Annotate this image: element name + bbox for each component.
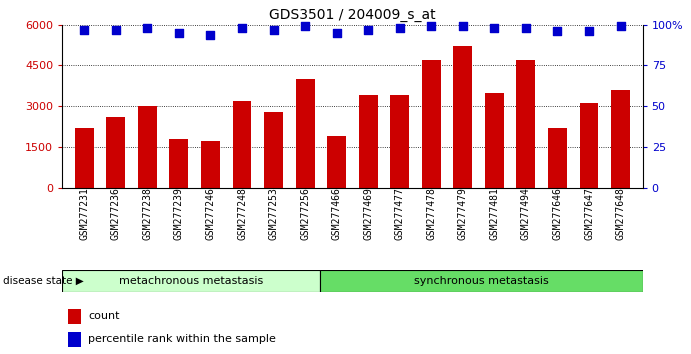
Text: metachronous metastasis: metachronous metastasis <box>119 276 263 286</box>
Text: GSM277481: GSM277481 <box>489 188 500 240</box>
Bar <box>68 309 81 324</box>
Point <box>173 30 184 36</box>
Text: GSM277253: GSM277253 <box>269 188 278 240</box>
Bar <box>68 332 81 347</box>
Point <box>142 25 153 31</box>
Point <box>363 27 374 33</box>
Text: GSM277478: GSM277478 <box>426 188 436 240</box>
Text: GSM277646: GSM277646 <box>553 188 562 240</box>
Point <box>426 24 437 29</box>
Text: GSM277238: GSM277238 <box>142 188 152 240</box>
Bar <box>233 101 252 188</box>
Point <box>268 27 279 33</box>
Bar <box>453 46 472 188</box>
Text: GSM277466: GSM277466 <box>332 188 341 240</box>
Point <box>236 25 247 31</box>
Text: GSM277239: GSM277239 <box>174 188 184 240</box>
Text: GSM277248: GSM277248 <box>237 188 247 240</box>
Bar <box>516 60 536 188</box>
Point <box>615 24 626 29</box>
Bar <box>548 128 567 188</box>
Text: disease state ▶: disease state ▶ <box>3 276 84 286</box>
Title: GDS3501 / 204009_s_at: GDS3501 / 204009_s_at <box>269 8 436 22</box>
Bar <box>390 95 409 188</box>
Text: GSM277648: GSM277648 <box>616 188 625 240</box>
Bar <box>359 95 378 188</box>
Bar <box>296 79 314 188</box>
Bar <box>327 136 346 188</box>
Text: GSM277231: GSM277231 <box>79 188 89 240</box>
Text: GSM277469: GSM277469 <box>363 188 373 240</box>
Point <box>111 27 122 33</box>
Bar <box>62 270 320 292</box>
Point <box>79 27 90 33</box>
Bar <box>422 60 441 188</box>
Point <box>394 25 405 31</box>
Text: GSM277477: GSM277477 <box>395 188 405 240</box>
Bar <box>106 117 125 188</box>
Text: GSM277494: GSM277494 <box>521 188 531 240</box>
Bar <box>485 93 504 188</box>
Bar <box>580 103 598 188</box>
Text: count: count <box>88 312 120 321</box>
Point <box>205 32 216 38</box>
Point <box>489 25 500 31</box>
Text: GSM277236: GSM277236 <box>111 188 121 240</box>
Text: GSM277647: GSM277647 <box>584 188 594 240</box>
Point <box>520 25 531 31</box>
Point <box>457 24 468 29</box>
Point <box>300 24 311 29</box>
Point <box>331 30 342 36</box>
Bar <box>201 142 220 188</box>
Bar <box>264 112 283 188</box>
Text: GSM277246: GSM277246 <box>205 188 216 240</box>
Point <box>552 28 563 34</box>
Bar <box>138 106 157 188</box>
Point <box>583 28 594 34</box>
Text: synchronous metastasis: synchronous metastasis <box>414 276 549 286</box>
Bar <box>169 139 189 188</box>
Bar <box>75 128 94 188</box>
Text: GSM277479: GSM277479 <box>458 188 468 240</box>
Bar <box>320 270 643 292</box>
Text: percentile rank within the sample: percentile rank within the sample <box>88 335 276 344</box>
Bar <box>611 90 630 188</box>
Text: GSM277256: GSM277256 <box>300 188 310 240</box>
